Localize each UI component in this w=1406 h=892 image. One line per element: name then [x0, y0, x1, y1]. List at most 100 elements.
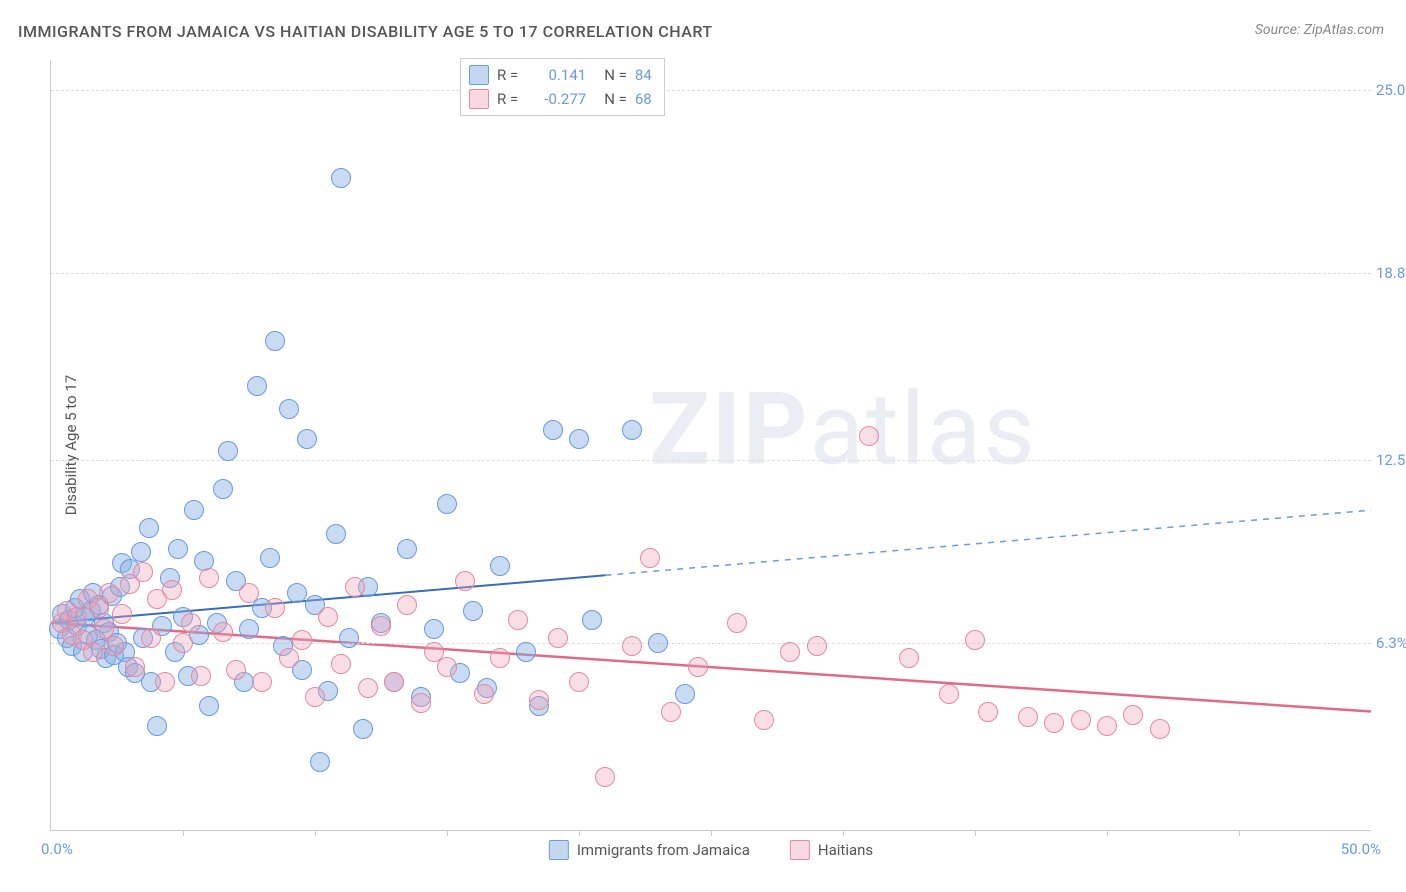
legend-item-s2: Haitians — [790, 840, 873, 860]
scatter-point-s2 — [292, 630, 312, 650]
scatter-point-s2 — [859, 426, 879, 446]
r-value-s2: -0.277 — [526, 90, 586, 108]
scatter-point-s2 — [595, 767, 615, 787]
scatter-point-s1 — [331, 168, 351, 188]
trend-dash-s1 — [605, 510, 1371, 575]
scatter-point-s2 — [490, 648, 510, 668]
scatter-point-s2 — [455, 571, 475, 591]
scatter-point-s2 — [780, 642, 800, 662]
scatter-point-s2 — [397, 595, 417, 615]
scatter-point-s1 — [424, 619, 444, 639]
x-tick — [315, 830, 316, 836]
scatter-point-s2 — [125, 657, 145, 677]
x-tick — [579, 830, 580, 836]
gridline — [51, 273, 1371, 274]
r-value-s1: 0.141 — [526, 66, 586, 84]
watermark: ZIPatlas — [649, 371, 1037, 488]
scatter-point-s1 — [168, 539, 188, 559]
scatter-point-s2 — [99, 583, 119, 603]
scatter-point-s1 — [490, 556, 510, 576]
scatter-point-s2 — [133, 562, 153, 582]
gridline — [51, 643, 1371, 644]
scatter-point-s2 — [899, 648, 919, 668]
scatter-point-s2 — [1123, 705, 1143, 725]
scatter-point-s1 — [437, 494, 457, 514]
legend-swatch-s1 — [549, 840, 569, 860]
scatter-point-s2 — [474, 684, 494, 704]
scatter-point-s2 — [173, 633, 193, 653]
scatter-point-s2 — [622, 636, 642, 656]
x-tick — [843, 830, 844, 836]
scatter-point-s1 — [582, 610, 602, 630]
scatter-point-s2 — [305, 687, 325, 707]
scatter-point-s1 — [675, 684, 695, 704]
scatter-point-s2 — [239, 583, 259, 603]
scatter-point-s1 — [353, 719, 373, 739]
y-tick-label: 25.0% — [1376, 81, 1406, 99]
x-tick — [1107, 830, 1108, 836]
legend-bottom: Immigrants from Jamaica Haitians — [549, 840, 873, 860]
legend-item-s1: Immigrants from Jamaica — [549, 840, 750, 860]
scatter-point-s2 — [371, 616, 391, 636]
y-tick-label: 18.8% — [1376, 264, 1406, 282]
scatter-point-s2 — [965, 630, 985, 650]
scatter-point-s2 — [112, 604, 132, 624]
x-tick — [711, 830, 712, 836]
legend-top: R = 0.141 N = 84 R = -0.277 N = 68 — [460, 58, 665, 116]
scatter-point-s1 — [310, 752, 330, 772]
scatter-point-s2 — [358, 678, 378, 698]
scatter-point-s2 — [279, 648, 299, 668]
scatter-point-s2 — [162, 580, 182, 600]
scatter-point-s2 — [1097, 716, 1117, 736]
r-label-s2: R = — [497, 90, 518, 108]
scatter-point-s2 — [141, 628, 161, 648]
scatter-point-s1 — [516, 642, 536, 662]
scatter-point-s1 — [139, 518, 159, 538]
r-label-s1: R = — [497, 66, 518, 84]
x-max-label: 50.0% — [1341, 840, 1381, 858]
plot-area: Disability Age 5 to 17 0.0% 50.0% ZIPatl… — [50, 60, 1371, 831]
n-value-s1: 84 — [635, 66, 652, 84]
scatter-point-s2 — [437, 657, 457, 677]
watermark-rest: atlas — [809, 371, 1036, 488]
scatter-point-s2 — [640, 548, 660, 568]
scatter-point-s1 — [213, 479, 233, 499]
watermark-bold: ZIP — [649, 371, 809, 488]
scatter-point-s2 — [104, 636, 124, 656]
scatter-point-s2 — [345, 577, 365, 597]
scatter-point-s1 — [247, 376, 267, 396]
scatter-point-s2 — [265, 598, 285, 618]
scatter-point-s1 — [543, 420, 563, 440]
x-origin-label: 0.0% — [41, 840, 73, 858]
scatter-point-s2 — [661, 702, 681, 722]
scatter-point-s2 — [226, 660, 246, 680]
scatter-point-s2 — [191, 666, 211, 686]
legend-top-swatch-s2 — [469, 89, 489, 109]
legend-top-row-s1: R = 0.141 N = 84 — [469, 63, 652, 87]
n-value-s2: 68 — [635, 90, 652, 108]
scatter-point-s1 — [184, 500, 204, 520]
scatter-point-s1 — [147, 716, 167, 736]
scatter-point-s1 — [265, 331, 285, 351]
scatter-point-s2 — [411, 693, 431, 713]
scatter-point-s2 — [529, 690, 549, 710]
scatter-point-s2 — [1071, 710, 1091, 730]
legend-label-s2: Haitians — [818, 841, 873, 859]
scatter-point-s2 — [213, 622, 233, 642]
scatter-point-s2 — [252, 672, 272, 692]
scatter-point-s2 — [754, 710, 774, 730]
scatter-point-s2 — [181, 613, 201, 633]
scatter-point-s2 — [1044, 713, 1064, 733]
scatter-point-s2 — [688, 657, 708, 677]
legend-label-s1: Immigrants from Jamaica — [577, 841, 750, 859]
scatter-point-s1 — [339, 628, 359, 648]
scatter-point-s1 — [569, 429, 589, 449]
scatter-point-s1 — [397, 539, 417, 559]
y-tick-label: 12.5% — [1376, 451, 1406, 469]
scatter-point-s2 — [727, 613, 747, 633]
scatter-point-s2 — [155, 672, 175, 692]
y-tick-label: 6.3% — [1376, 634, 1406, 652]
scatter-point-s1 — [131, 542, 151, 562]
scatter-point-s1 — [239, 619, 259, 639]
scatter-point-s2 — [318, 607, 338, 627]
